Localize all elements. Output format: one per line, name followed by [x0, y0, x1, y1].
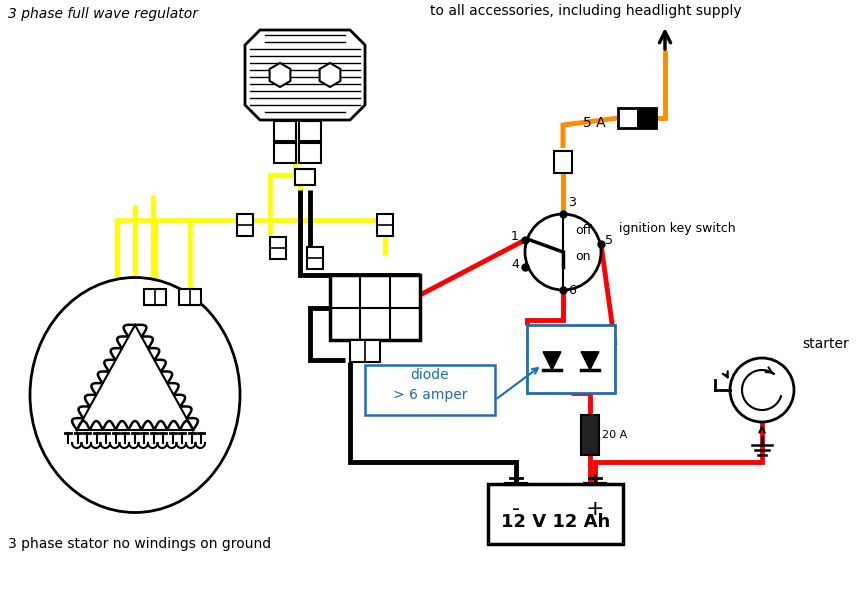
Circle shape — [525, 214, 601, 290]
Text: 4: 4 — [511, 258, 518, 271]
Bar — [307, 247, 323, 269]
Bar — [330, 275, 420, 340]
Bar — [618, 108, 656, 128]
Text: 3: 3 — [568, 196, 576, 209]
Bar — [274, 121, 296, 141]
Bar — [144, 289, 166, 305]
Bar — [270, 237, 286, 259]
Bar — [377, 214, 393, 236]
Circle shape — [730, 358, 794, 422]
Bar — [274, 143, 296, 163]
Polygon shape — [543, 352, 561, 370]
Text: to all accessories, including headlight supply: to all accessories, including headlight … — [430, 4, 741, 18]
Text: 5 A: 5 A — [583, 116, 606, 130]
Text: -: - — [512, 499, 520, 519]
Bar — [365, 365, 495, 415]
Bar — [237, 214, 253, 236]
Text: ignition key switch: ignition key switch — [619, 222, 735, 235]
Text: 12 V 12 Ah: 12 V 12 Ah — [501, 513, 610, 531]
Ellipse shape — [30, 278, 240, 513]
Bar — [350, 340, 380, 362]
Bar — [554, 151, 572, 173]
Polygon shape — [320, 63, 341, 87]
Polygon shape — [270, 63, 290, 87]
Polygon shape — [637, 108, 656, 128]
Bar — [299, 121, 321, 141]
Bar — [295, 169, 315, 185]
Text: starter: starter — [802, 337, 849, 351]
Text: 3 phase stator no windings on ground: 3 phase stator no windings on ground — [8, 537, 271, 551]
Bar — [179, 289, 201, 305]
Text: +: + — [586, 499, 604, 519]
Text: 3 phase full wave regulator: 3 phase full wave regulator — [8, 7, 198, 21]
Bar — [527, 325, 615, 393]
Text: 1: 1 — [511, 230, 518, 243]
Text: > 6 amper: > 6 amper — [393, 388, 467, 402]
Bar — [488, 484, 623, 544]
Text: 5: 5 — [605, 233, 613, 246]
Bar — [299, 143, 321, 163]
Bar — [581, 415, 599, 455]
Polygon shape — [245, 30, 365, 120]
Text: diode: diode — [411, 368, 449, 382]
Polygon shape — [581, 352, 599, 370]
Text: on: on — [575, 250, 590, 263]
Text: 6: 6 — [568, 284, 576, 297]
Text: 20 A: 20 A — [602, 430, 627, 440]
Text: off: off — [575, 224, 591, 237]
